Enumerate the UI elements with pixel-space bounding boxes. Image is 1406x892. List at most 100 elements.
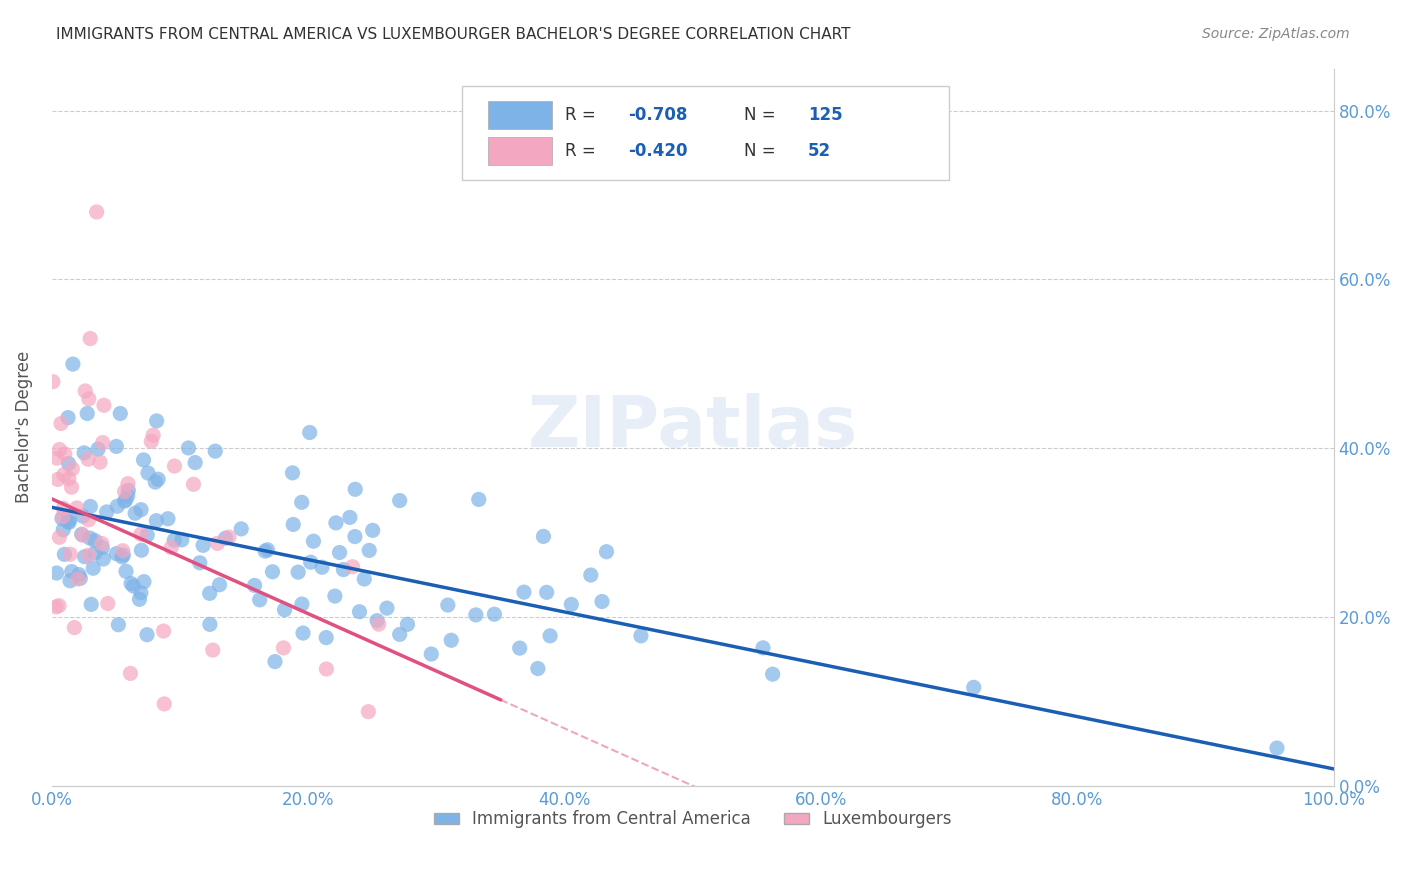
- Immigrants from Central America: [527, 661, 550, 675]
- FancyBboxPatch shape: [463, 87, 949, 179]
- Immigrants from Central America: [256, 542, 278, 557]
- Immigrants from Central America: [468, 492, 491, 507]
- Luxembourgers: [342, 559, 364, 574]
- Immigrants from Central America: [143, 475, 166, 489]
- Immigrants from Central America: [112, 548, 135, 562]
- Immigrants from Central America: [58, 457, 80, 471]
- Immigrants from Central America: [82, 561, 104, 575]
- Immigrants from Central America: [117, 489, 139, 503]
- Immigrants from Central America: [145, 414, 167, 428]
- Immigrants from Central America: [129, 502, 152, 516]
- Immigrants from Central America: [129, 585, 152, 599]
- Text: ZIPatlas: ZIPatlas: [527, 392, 858, 462]
- Immigrants from Central America: [117, 483, 139, 498]
- Luxembourgers: [218, 530, 240, 544]
- Luxembourgers: [77, 513, 100, 527]
- Immigrants from Central America: [437, 598, 460, 612]
- Text: 52: 52: [808, 142, 831, 160]
- Luxembourgers: [357, 705, 380, 719]
- Immigrants from Central America: [156, 512, 179, 526]
- Immigrants from Central America: [329, 545, 352, 559]
- Luxembourgers: [129, 527, 152, 541]
- Immigrants from Central America: [311, 560, 333, 574]
- Immigrants from Central America: [60, 565, 83, 579]
- Luxembourgers: [91, 435, 114, 450]
- Luxembourgers: [153, 697, 176, 711]
- Immigrants from Central America: [70, 527, 93, 541]
- Immigrants from Central America: [96, 505, 118, 519]
- Text: N =: N =: [744, 142, 780, 160]
- Immigrants from Central America: [591, 594, 613, 608]
- Immigrants from Central America: [359, 543, 381, 558]
- Immigrants from Central America: [762, 667, 785, 681]
- Luxembourgers: [160, 541, 183, 555]
- Immigrants from Central America: [136, 628, 159, 642]
- Immigrants from Central America: [170, 533, 193, 547]
- Luxembourgers: [152, 624, 174, 638]
- Immigrants from Central America: [105, 547, 128, 561]
- Immigrants from Central America: [291, 597, 314, 611]
- Luxembourgers: [66, 500, 89, 515]
- Immigrants from Central America: [388, 627, 411, 641]
- Immigrants from Central America: [51, 511, 73, 525]
- Luxembourgers: [52, 467, 75, 482]
- Immigrants from Central America: [484, 607, 506, 622]
- Immigrants from Central America: [291, 495, 314, 509]
- Immigrants from Central America: [114, 494, 136, 508]
- Immigrants from Central America: [375, 601, 398, 615]
- Text: N =: N =: [744, 106, 780, 124]
- Immigrants from Central America: [145, 514, 167, 528]
- Immigrants from Central America: [84, 546, 107, 560]
- Immigrants from Central America: [53, 547, 76, 561]
- Luxembourgers: [60, 480, 83, 494]
- Luxembourgers: [111, 543, 134, 558]
- Immigrants from Central America: [264, 655, 287, 669]
- Immigrants from Central America: [323, 589, 346, 603]
- Luxembourgers: [49, 417, 72, 431]
- Immigrants from Central America: [69, 571, 91, 585]
- Immigrants from Central America: [281, 466, 304, 480]
- Immigrants from Central America: [299, 555, 322, 569]
- Text: -0.708: -0.708: [628, 106, 688, 124]
- Immigrants from Central America: [73, 446, 96, 460]
- Y-axis label: Bachelor's Degree: Bachelor's Degree: [15, 351, 32, 503]
- Immigrants from Central America: [105, 439, 128, 453]
- Luxembourgers: [142, 428, 165, 442]
- Text: -0.420: -0.420: [628, 142, 688, 160]
- Immigrants from Central America: [115, 565, 138, 579]
- Luxembourgers: [60, 462, 83, 476]
- Immigrants from Central America: [136, 528, 159, 542]
- Text: 125: 125: [808, 106, 842, 124]
- Immigrants from Central America: [231, 522, 253, 536]
- Immigrants from Central America: [630, 629, 652, 643]
- Luxembourgers: [90, 536, 112, 550]
- Luxembourgers: [79, 332, 101, 346]
- Immigrants from Central America: [1265, 741, 1288, 756]
- Luxembourgers: [48, 599, 70, 613]
- Luxembourgers: [86, 205, 108, 219]
- Text: R =: R =: [564, 142, 600, 160]
- Immigrants from Central America: [124, 506, 146, 520]
- Immigrants from Central America: [184, 456, 207, 470]
- Immigrants from Central America: [79, 500, 101, 514]
- Immigrants from Central America: [353, 572, 375, 586]
- Immigrants from Central America: [79, 531, 101, 545]
- Text: IMMIGRANTS FROM CENTRAL AMERICA VS LUXEMBOURGER BACHELOR'S DEGREE CORRELATION CH: IMMIGRANTS FROM CENTRAL AMERICA VS LUXEM…: [56, 27, 851, 42]
- Luxembourgers: [201, 643, 224, 657]
- Immigrants from Central America: [509, 641, 531, 656]
- Immigrants from Central America: [560, 598, 582, 612]
- Immigrants from Central America: [136, 466, 159, 480]
- Immigrants from Central America: [325, 516, 347, 530]
- Luxembourgers: [367, 617, 389, 632]
- Luxembourgers: [46, 472, 69, 486]
- Immigrants from Central America: [513, 585, 536, 599]
- Luxembourgers: [163, 458, 186, 473]
- Legend: Immigrants from Central America, Luxembourgers: Immigrants from Central America, Luxembo…: [427, 804, 959, 835]
- Immigrants from Central America: [76, 407, 98, 421]
- Immigrants from Central America: [72, 509, 94, 524]
- Immigrants from Central America: [105, 500, 128, 514]
- Luxembourgers: [63, 621, 86, 635]
- Text: R =: R =: [564, 106, 600, 124]
- Luxembourgers: [53, 447, 76, 461]
- Immigrants from Central America: [752, 640, 775, 655]
